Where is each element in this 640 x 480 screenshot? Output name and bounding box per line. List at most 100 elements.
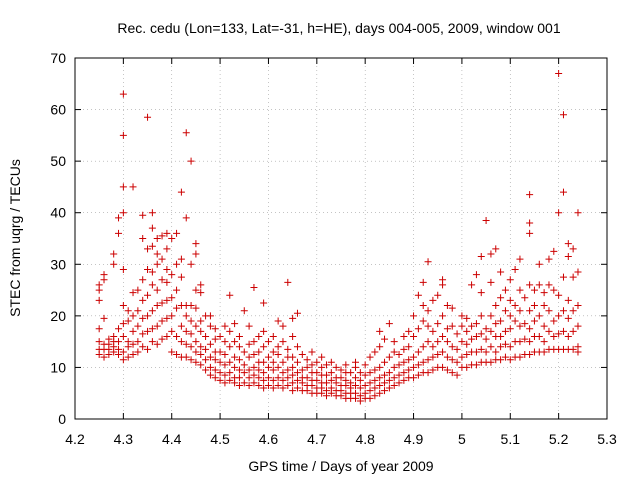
- data-point: [139, 343, 147, 351]
- data-point: [385, 384, 393, 392]
- data-point: [429, 353, 437, 361]
- data-point: [110, 332, 118, 340]
- data-point: [487, 312, 495, 320]
- data-point: [322, 387, 330, 395]
- data-point: [163, 265, 171, 273]
- data-point: [521, 335, 529, 343]
- data-point: [245, 381, 253, 389]
- data-point: [516, 353, 524, 361]
- data-point: [158, 299, 166, 307]
- data-point: [564, 332, 572, 340]
- data-point: [250, 351, 258, 359]
- data-point: [148, 209, 156, 217]
- data-point: [187, 343, 195, 351]
- data-point: [390, 348, 398, 356]
- data-point: [216, 348, 224, 356]
- data-point: [385, 320, 393, 328]
- data-point: [482, 335, 490, 343]
- data-point: [327, 376, 335, 384]
- data-point: [148, 307, 156, 315]
- data-point: [134, 348, 142, 356]
- x-tick-label: 5.1: [501, 431, 521, 447]
- y-tick-labels: 0 10 20 30 40 50 60 70: [50, 50, 66, 427]
- data-point: [405, 366, 413, 374]
- data-point: [472, 332, 480, 340]
- data-point: [506, 343, 514, 351]
- data-point: [550, 286, 558, 294]
- data-point: [468, 322, 476, 330]
- data-point: [381, 335, 389, 343]
- data-point: [274, 363, 282, 371]
- data-point: [168, 294, 176, 302]
- data-point: [434, 338, 442, 346]
- data-point: [240, 307, 248, 315]
- data-point: [526, 281, 534, 289]
- data-point: [550, 332, 558, 340]
- data-point: [501, 353, 509, 361]
- data-point: [95, 338, 103, 346]
- data-point: [501, 286, 509, 294]
- data-point: [497, 332, 505, 340]
- data-point: [477, 312, 485, 320]
- data-point: [332, 363, 340, 371]
- data-point: [526, 191, 534, 199]
- data-point: [516, 255, 524, 263]
- data-point: [129, 351, 137, 359]
- data-point: [100, 353, 108, 361]
- data-point: [366, 379, 374, 387]
- data-point: [550, 247, 558, 255]
- data-point: [206, 322, 214, 330]
- data-point: [100, 271, 108, 279]
- data-point: [366, 369, 374, 377]
- data-point: [526, 219, 534, 227]
- data-point: [279, 322, 287, 330]
- data-point: [187, 302, 195, 310]
- data-point: [197, 317, 205, 325]
- data-point: [163, 296, 171, 304]
- data-point: [289, 332, 297, 340]
- data-point: [264, 374, 272, 382]
- data-point: [376, 381, 384, 389]
- data-point: [153, 235, 161, 242]
- data-point: [119, 348, 127, 356]
- data-point: [226, 343, 234, 351]
- data-point: [202, 366, 210, 374]
- data-point: [173, 304, 181, 312]
- data-point: [119, 209, 127, 217]
- data-point: [443, 302, 451, 310]
- data-point: [163, 278, 171, 286]
- data-point: [434, 351, 442, 359]
- data-point: [410, 363, 418, 371]
- y-tick-label: 70: [50, 50, 66, 66]
- data-point: [381, 387, 389, 395]
- data-point: [119, 356, 127, 364]
- x-tick-label: 4.2: [65, 431, 85, 447]
- data-point: [284, 381, 292, 389]
- x-tick-label: 4.7: [307, 431, 327, 447]
- data-point: [482, 325, 490, 333]
- data-point: [555, 330, 563, 338]
- data-point: [260, 343, 268, 351]
- data-point: [284, 278, 292, 286]
- data-point: [182, 129, 190, 137]
- data-point: [516, 322, 524, 330]
- data-point: [182, 340, 190, 348]
- data-point: [197, 327, 205, 335]
- data-point: [535, 260, 543, 268]
- data-point: [119, 302, 127, 310]
- data-point: [264, 363, 272, 371]
- data-point: [289, 371, 297, 379]
- data-point: [424, 338, 432, 346]
- data-point: [255, 366, 263, 374]
- data-point: [158, 276, 166, 284]
- data-point: [458, 338, 466, 346]
- data-point: [540, 338, 548, 346]
- data-point: [381, 358, 389, 366]
- data-point: [458, 322, 466, 330]
- data-point: [356, 376, 364, 384]
- data-point: [313, 376, 321, 384]
- data-point: [487, 250, 495, 258]
- y-tick-label: 10: [50, 359, 66, 375]
- data-point: [492, 348, 500, 356]
- data-point: [516, 338, 524, 346]
